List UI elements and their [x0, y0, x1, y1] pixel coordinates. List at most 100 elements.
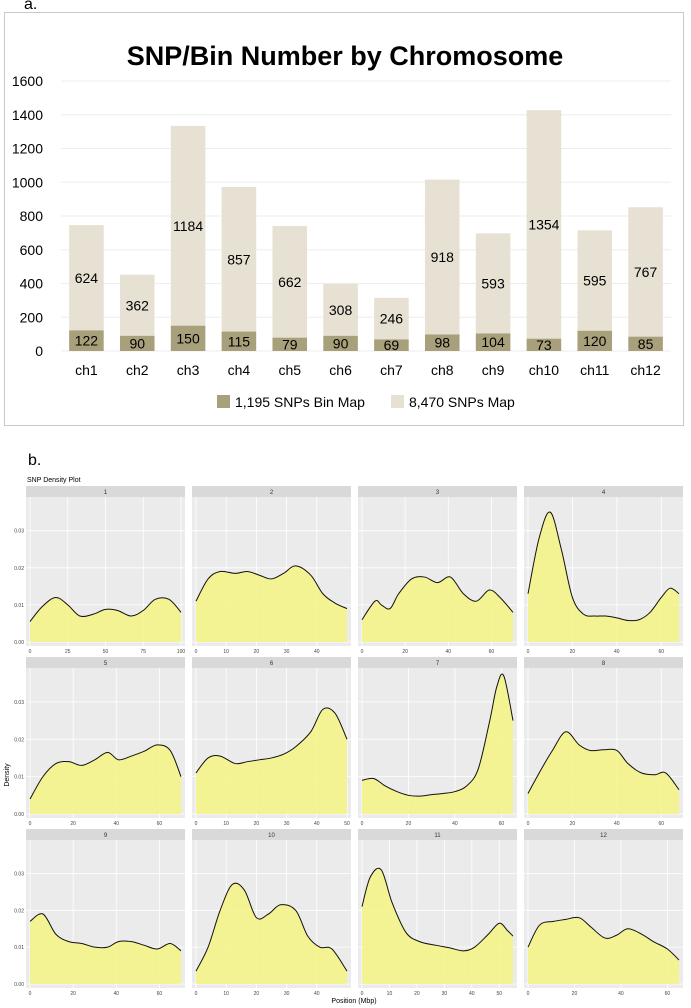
y-tick-label: 0.01 — [14, 945, 24, 951]
bar-snp-ch4 — [221, 186, 257, 332]
density-area — [362, 576, 513, 642]
density-y-axis-label: Density — [4, 763, 11, 787]
panel-strip-label: 5 — [104, 661, 108, 667]
bar-snp-ch8 — [424, 179, 460, 335]
data-label-snp-ch1: 624 — [75, 270, 99, 286]
x-tick-label: 100 — [177, 649, 186, 655]
data-label-snp-ch12: 767 — [634, 264, 658, 280]
panel-background — [26, 668, 185, 818]
density-line — [527, 731, 680, 794]
panel-strip — [192, 486, 351, 497]
panel-background — [26, 840, 185, 988]
x-tick-label: 40 — [614, 821, 620, 827]
panel-strip — [192, 829, 351, 840]
bar-bin-ch4 — [221, 331, 257, 351]
x-tick-label: 20 — [572, 991, 578, 997]
x-tick-label: 20 — [570, 821, 576, 827]
bar-snp-ch9 — [475, 233, 511, 334]
density-panel-8: 8 0 20 40 60 — [524, 657, 683, 827]
x-tick-label-ch4: ch4 — [228, 362, 251, 378]
data-label-snp-ch2: 362 — [126, 297, 150, 313]
x-tick-label: 40 — [114, 991, 120, 997]
bar-bin-ch7 — [374, 339, 409, 351]
x-tick-label: 0 — [527, 991, 530, 997]
panel-background — [524, 840, 683, 988]
density-line — [29, 913, 182, 952]
x-tick-label: 0 — [195, 821, 198, 827]
x-tick-label: 20 — [570, 649, 576, 655]
bar-bin-ch11 — [577, 330, 613, 351]
bar-snp-ch6 — [323, 283, 358, 336]
legend-swatch-bin — [217, 395, 230, 408]
x-tick-label: 60 — [658, 649, 664, 655]
panel-strip — [26, 829, 185, 840]
y-tick-label: 0.02 — [14, 566, 24, 572]
density-line — [527, 916, 680, 961]
density-panel-2: 20 10 20 30 40 — [192, 486, 351, 655]
y-tick-label: 0.00 — [14, 812, 24, 818]
panel-background — [192, 497, 351, 646]
x-tick-label: 20 — [414, 991, 420, 997]
y-tick-label: 0.02 — [14, 737, 24, 743]
density-line — [195, 707, 348, 774]
x-tick-label: 40 — [618, 991, 624, 997]
bar-snp-ch5 — [272, 225, 308, 338]
density-area — [528, 917, 679, 984]
x-tick-label-ch11: ch11 — [580, 362, 610, 378]
panel-background — [524, 668, 683, 818]
density-area — [30, 744, 181, 814]
y-tick-label: 0.00 — [14, 982, 24, 988]
y-tick-label: 0.03 — [14, 700, 24, 706]
x-tick-label: 60 — [665, 991, 671, 997]
panel-strip — [192, 657, 351, 668]
panel-strip-label: 12 — [600, 833, 607, 839]
bar-bin-ch2 — [119, 335, 155, 351]
chart-a-frame: SNP/Bin Number by Chromosome 0 200 400 600 80… — [4, 12, 684, 426]
x-tick-label: 20 — [70, 991, 76, 997]
density-line — [361, 576, 514, 621]
bar-bin-ch10 — [526, 338, 562, 351]
x-tick-label: 20 — [402, 649, 408, 655]
y-tick-label: 200 — [20, 309, 44, 325]
x-tick-label: 60 — [489, 649, 495, 655]
x-tick-label: 10 — [223, 821, 229, 827]
x-tick-label-ch2: ch2 — [126, 362, 149, 378]
density-line — [29, 744, 182, 800]
panel-strip — [26, 486, 185, 497]
data-label-snp-ch3: 1184 — [173, 218, 203, 234]
panel-background — [26, 497, 185, 646]
y-tick-label: 0.01 — [14, 603, 24, 609]
density-panel-6: 6 0 10 20 30 40 50 — [192, 657, 351, 827]
panel-strip-label: 10 — [268, 833, 275, 839]
x-tick-label: 0 — [527, 821, 530, 827]
panel-strip — [26, 657, 185, 668]
x-tick-label: 40 — [114, 821, 120, 827]
density-panel-12: 12 0 20 40 60 — [524, 829, 683, 997]
x-tick-label: 40 — [314, 821, 320, 827]
density-panel-11: 11 0 10 20 30 40 50 — [358, 829, 517, 997]
bar-bin-ch6 — [323, 335, 358, 351]
panel-b-label: b. — [28, 452, 42, 469]
x-tick-label: 0 — [29, 649, 32, 655]
x-tick-label: 40 — [614, 649, 620, 655]
x-tick-label-ch9: ch9 — [482, 362, 505, 378]
density-area — [196, 707, 347, 814]
data-label-bin-ch9: 104 — [481, 334, 505, 350]
panel-a-label: a. — [24, 0, 38, 13]
panel-strip — [524, 657, 683, 668]
panel-strip-label: 4 — [602, 490, 606, 496]
panel-strip-label: 9 — [104, 833, 108, 839]
panel-background — [358, 840, 517, 988]
data-label-bin-ch1: 122 — [75, 333, 99, 349]
data-label-bin-ch7: 69 — [384, 337, 400, 353]
density-panel-4: 40 20 40 60 — [524, 486, 683, 655]
density-panel-10: 10 0 10 20 30 40 — [192, 829, 351, 997]
x-tick-label: 30 — [442, 991, 448, 997]
x-tick-label: 0 — [361, 821, 364, 827]
density-area — [30, 597, 181, 642]
density-area — [362, 868, 513, 984]
density-panel-1: 1 0 25 50 75 100 0.00 0.01 0.02 0.03 — [14, 486, 185, 655]
chart-title: SNP/Bin Number by Chromosome — [127, 41, 564, 71]
x-tick-label: 40 — [314, 649, 320, 655]
x-tick-label: 60 — [499, 821, 505, 827]
